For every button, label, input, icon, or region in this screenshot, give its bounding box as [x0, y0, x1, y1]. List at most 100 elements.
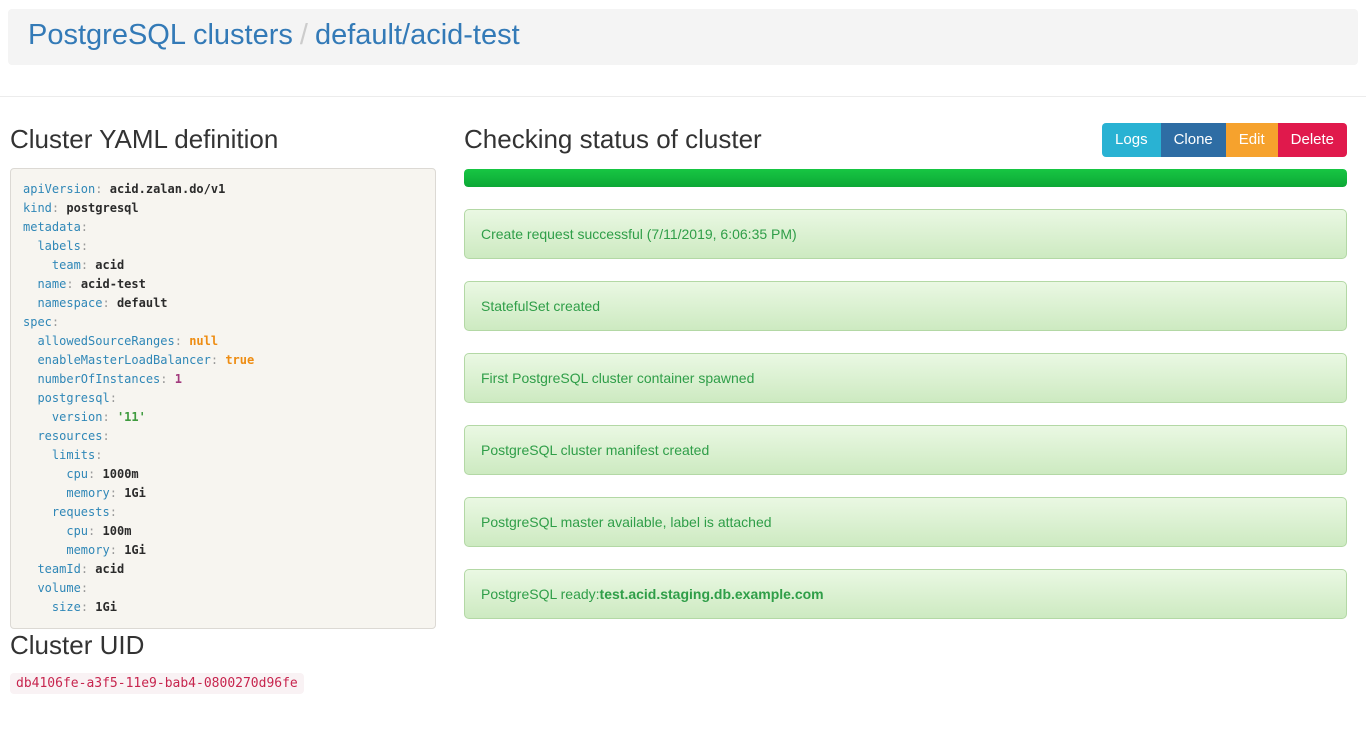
yaml-line: requests: [23, 503, 423, 522]
yaml-key: cpu [66, 523, 89, 538]
breadcrumb-separator: / [299, 19, 308, 51]
status-message-text: PostgreSQL cluster manifest created [481, 441, 710, 458]
yaml-colon: : [80, 257, 89, 272]
yaml-value: default [116, 295, 168, 310]
yaml-key: namespace [37, 295, 103, 310]
yaml-key: enableMasterLoadBalancer [37, 352, 211, 367]
yaml-value: null [189, 333, 219, 348]
yaml-key: memory [66, 542, 110, 557]
yaml-line: teamId: acid [23, 560, 423, 579]
delete-button[interactable]: Delete [1277, 122, 1347, 157]
yaml-line: kind: postgresql [23, 199, 423, 218]
yaml-key: memory [66, 485, 110, 500]
yaml-line: version: '11' [23, 408, 423, 427]
yaml-colon: : [80, 580, 89, 595]
yaml-value: '11' [116, 409, 146, 424]
yaml-key: allowedSourceRanges [37, 333, 175, 348]
yaml-value: acid.zalan.do/v1 [109, 181, 226, 196]
yaml-value: 1Gi [124, 542, 146, 557]
yaml-line: volume: [23, 579, 423, 598]
yaml-line: cpu: 1000m [23, 465, 423, 484]
yaml-colon: : [109, 390, 117, 405]
yaml-key: kind [23, 200, 52, 215]
yaml-key: size [51, 599, 81, 614]
yaml-line: cpu: 100m [23, 522, 423, 541]
yaml-colon: : [66, 276, 74, 291]
status-message-text: PostgreSQL ready: [481, 585, 600, 602]
yaml-colon: : [210, 352, 219, 367]
yaml-colon: : [109, 542, 117, 557]
yaml-line: limits: [23, 446, 423, 465]
status-section-title: Checking status of cluster [464, 123, 762, 154]
yaml-colon: : [109, 485, 117, 500]
yaml-column: Cluster YAML definition apiVersion: acid… [10, 123, 436, 695]
yaml-value: 1000m [102, 466, 139, 481]
yaml-colon: : [51, 200, 60, 215]
breadcrumb: PostgreSQL clusters / default/acid-test [8, 9, 1358, 65]
yaml-colon: : [102, 409, 110, 424]
yaml-section-title: Cluster YAML definition [10, 123, 279, 154]
yaml-line: postgresql: [23, 389, 423, 408]
yaml-colon: : [80, 219, 89, 234]
yaml-colon: : [160, 371, 168, 386]
status-message-list: Create request successful (7/11/2019, 6:… [464, 208, 1347, 619]
status-message: PostgreSQL ready: test.acid.staging.db.e… [464, 568, 1347, 619]
status-message-text: PostgreSQL master available, label is at… [481, 513, 772, 530]
action-button-group: Logs Clone Edit Delete [1102, 122, 1347, 157]
yaml-line: memory: 1Gi [23, 484, 423, 503]
yaml-key: postgresql [37, 390, 110, 405]
edit-button[interactable]: Edit [1225, 122, 1278, 157]
yaml-key: volume [37, 580, 81, 595]
yaml-line: size: 1Gi [23, 598, 423, 617]
yaml-value: postgresql [66, 200, 139, 215]
status-message: PostgreSQL master available, label is at… [464, 496, 1347, 547]
yaml-colon: : [174, 333, 182, 348]
yaml-line: spec: [23, 313, 423, 332]
yaml-key: version [51, 409, 103, 424]
main-content: Cluster YAML definition apiVersion: acid… [0, 122, 1366, 695]
yaml-line: name: acid-test [23, 275, 423, 294]
header-divider [0, 95, 1366, 97]
yaml-value: acid [95, 257, 125, 272]
clone-button[interactable]: Clone [1160, 122, 1226, 157]
yaml-line: numberOfInstances: 1 [23, 370, 423, 389]
yaml-line: metadata: [23, 218, 423, 237]
yaml-code-block: apiVersion: acid.zalan.do/v1 kind: postgr… [10, 167, 436, 629]
yaml-line: enableMasterLoadBalancer: true [23, 351, 423, 370]
status-message-text: Create request successful (7/11/2019, 6:… [481, 225, 797, 242]
status-message: Create request successful (7/11/2019, 6:… [464, 208, 1347, 259]
yaml-key: requests [51, 504, 110, 519]
yaml-colon: : [88, 523, 96, 538]
yaml-colon: : [88, 466, 96, 481]
yaml-line: labels: [23, 237, 423, 256]
yaml-colon: : [95, 181, 103, 196]
yaml-colon: : [80, 599, 89, 614]
yaml-line: team: acid [23, 256, 423, 275]
yaml-key: apiVersion [23, 181, 96, 196]
yaml-value: 1Gi [95, 599, 117, 614]
yaml-line: allowedSourceRanges: null [23, 332, 423, 351]
yaml-line: namespace: default [23, 294, 423, 313]
uid-section-title: Cluster UID [10, 629, 145, 660]
page-title: PostgreSQL clusters / default/acid-test [28, 19, 1338, 52]
status-header-row: Checking status of cluster Logs Clone Edit… [464, 122, 1347, 157]
logs-button[interactable]: Logs [1102, 122, 1161, 157]
yaml-line: memory: 1Gi [23, 541, 423, 560]
breadcrumb-current-link[interactable]: default/acid-test [314, 19, 520, 51]
yaml-value: true [225, 352, 255, 367]
yaml-value: 100m [102, 523, 132, 538]
yaml-colon: : [51, 314, 60, 329]
yaml-line: resources: [23, 427, 423, 446]
yaml-key: labels [37, 238, 81, 253]
yaml-key: metadata [23, 219, 81, 234]
cluster-uid-value: db4106fe-a3f5-11e9-bab4-0800270d96fe [10, 673, 304, 695]
yaml-key: name [37, 276, 67, 291]
yaml-key: spec [23, 314, 52, 329]
yaml-value: 1 [174, 371, 182, 386]
breadcrumb-root-link[interactable]: PostgreSQL clusters [28, 19, 293, 51]
yaml-key: numberOfInstances [37, 371, 161, 386]
yaml-value: acid-test [80, 276, 146, 291]
status-message-text: First PostgreSQL cluster container spawn… [481, 369, 755, 386]
yaml-key: resources [37, 428, 103, 443]
yaml-key: teamId [37, 561, 81, 576]
